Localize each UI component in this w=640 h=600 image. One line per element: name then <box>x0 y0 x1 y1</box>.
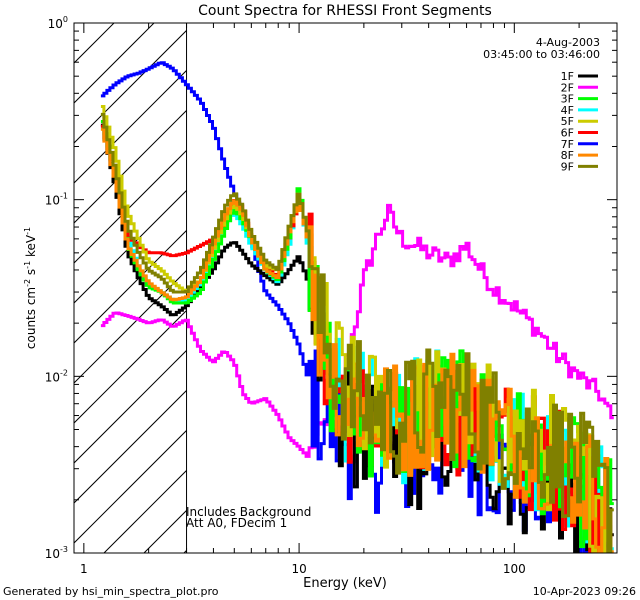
legend-entry-label: 1F <box>561 70 574 83</box>
y-tick-label: 100 <box>48 15 68 31</box>
series-line-3f <box>100 120 614 549</box>
legend-entry-label: 2F <box>561 81 574 94</box>
legend-date: 4-Aug-2003 <box>536 36 600 49</box>
y-tick-label: 10-3 <box>45 545 68 561</box>
series-line-9f <box>100 112 614 553</box>
hatch-line <box>74 229 187 344</box>
y-axis: 10-3 10-2 10-1 100 <box>45 15 617 561</box>
x-tick-label: 100 <box>503 562 526 576</box>
hatch-line <box>74 429 187 544</box>
legend-entry-label: 4F <box>561 104 574 117</box>
series-line-8f <box>100 127 614 553</box>
hatch-line <box>74 389 187 504</box>
y-tick-label: 10-2 <box>45 368 68 384</box>
legend-entry-label: 7F <box>561 138 574 151</box>
annotation-attenuator: Att A0, FDecim 1 <box>186 516 287 530</box>
legend-entry-label: 6F <box>561 127 574 140</box>
x-tick-label: 1 <box>80 562 88 576</box>
y-axis-label: counts cm-2 s-1 keV-1 <box>23 227 38 349</box>
series-layer <box>100 61 614 553</box>
annotation-background: Includes Background <box>186 505 311 519</box>
hatch-line <box>74 189 187 304</box>
hatch-line <box>74 69 187 184</box>
x-axis: 1 10 100 <box>80 23 618 576</box>
hatch-line <box>74 109 187 224</box>
x-axis-label: Energy (keV) <box>303 576 387 591</box>
legend-time-range: 03:45:00 to 03:46:00 <box>483 48 600 61</box>
legend-entry-label: 5F <box>561 115 574 128</box>
series-line-2f <box>100 203 614 458</box>
y-tick-label: 10-1 <box>45 192 68 208</box>
legend-entry-label: 8F <box>561 149 574 162</box>
legend-entry-label: 9F <box>561 160 574 173</box>
plot-frame <box>73 22 618 554</box>
footer-timestamp: 10-Apr-2023 09:26 <box>533 585 636 598</box>
chart-title: Count Spectra for RHESSI Front Segments <box>198 3 492 19</box>
footer-generated-by: Generated by hsi_min_spectra_plot.pro <box>3 585 219 598</box>
hatch-line <box>74 29 187 144</box>
x-tick-label: 10 <box>291 562 306 576</box>
hatch-line <box>74 23 115 64</box>
legend-entry-label: 3F <box>561 93 574 106</box>
